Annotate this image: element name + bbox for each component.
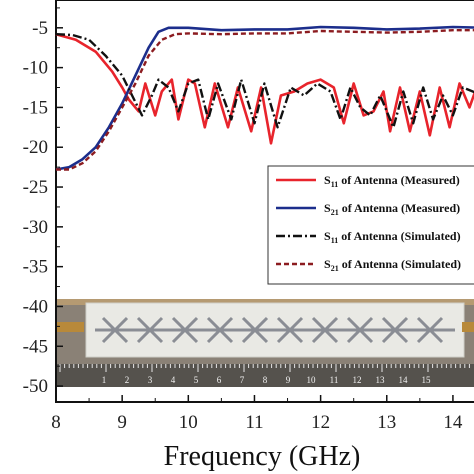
axis-layer: 0-5-10-15-20-25-30-35-40-45-508910111213…	[23, 7, 463, 433]
ruler-number: 14	[399, 375, 409, 385]
x-tick-label: 13	[377, 412, 396, 433]
ruler-number: 15	[422, 375, 432, 385]
sma-connector-right	[462, 322, 474, 332]
ruler-number: 9	[286, 375, 291, 385]
y-tick-label: -20	[23, 137, 48, 158]
y-tick-label: -5	[32, 18, 48, 39]
ruler-number: 11	[330, 375, 339, 385]
x-axis-title: Frequency (GHz)	[164, 441, 361, 472]
ruler	[56, 364, 474, 387]
y-tick-label: -35	[23, 257, 48, 278]
ruler-number: 4	[171, 375, 176, 385]
plot-frame	[55, 0, 474, 403]
legend: S11 of Antenna (Measured) S21 of Antenna …	[267, 165, 474, 285]
y-tick-label: -40	[23, 296, 48, 317]
series-line-2	[55, 25, 474, 171]
series-layer	[55, 25, 474, 171]
x-tick-label: 9	[117, 412, 127, 433]
ruler-number: 13	[376, 375, 386, 385]
y-tick-label: -30	[23, 217, 48, 238]
y-tick-label: -45	[23, 336, 48, 357]
series-line-3	[55, 33, 474, 129]
sma-connector-left	[56, 322, 84, 332]
antenna-pattern	[95, 316, 455, 344]
y-tick-label: -10	[23, 58, 48, 79]
ruler-number: 10	[307, 375, 317, 385]
legend-label: S21 of Antenna (Simulated)	[324, 257, 461, 273]
ruler-number: 6	[217, 375, 222, 385]
legend-label: S11 of Antenna (Simulated)	[324, 229, 461, 245]
ruler-number: 8	[263, 375, 268, 385]
y-tick-label: -25	[23, 177, 48, 198]
ruler-number: 1	[102, 375, 107, 385]
x-tick-label: 11	[245, 412, 263, 433]
legend-label: S11 of Antenna (Measured)	[324, 173, 460, 189]
y-tick-label: -50	[23, 376, 48, 397]
x-tick-label: 8	[51, 412, 61, 433]
antenna-photo: 1 2 3 4 5 6 7 8 9 10 11 12 13 14 15	[56, 299, 474, 387]
y-tick-label: -15	[23, 97, 48, 118]
legend-label: S21 of Antenna (Measured)	[324, 201, 460, 217]
series-line-4	[56, 29, 474, 171]
x-tick-label: 12	[311, 412, 330, 433]
x-tick-label: 10	[179, 412, 198, 433]
ruler-number: 7	[240, 375, 245, 385]
x-tick-label: 14	[443, 412, 463, 433]
ruler-number: 5	[194, 375, 199, 385]
ruler-number: 2	[125, 375, 130, 385]
ruler-number: 3	[148, 375, 153, 385]
ruler-number: 12	[353, 375, 362, 385]
